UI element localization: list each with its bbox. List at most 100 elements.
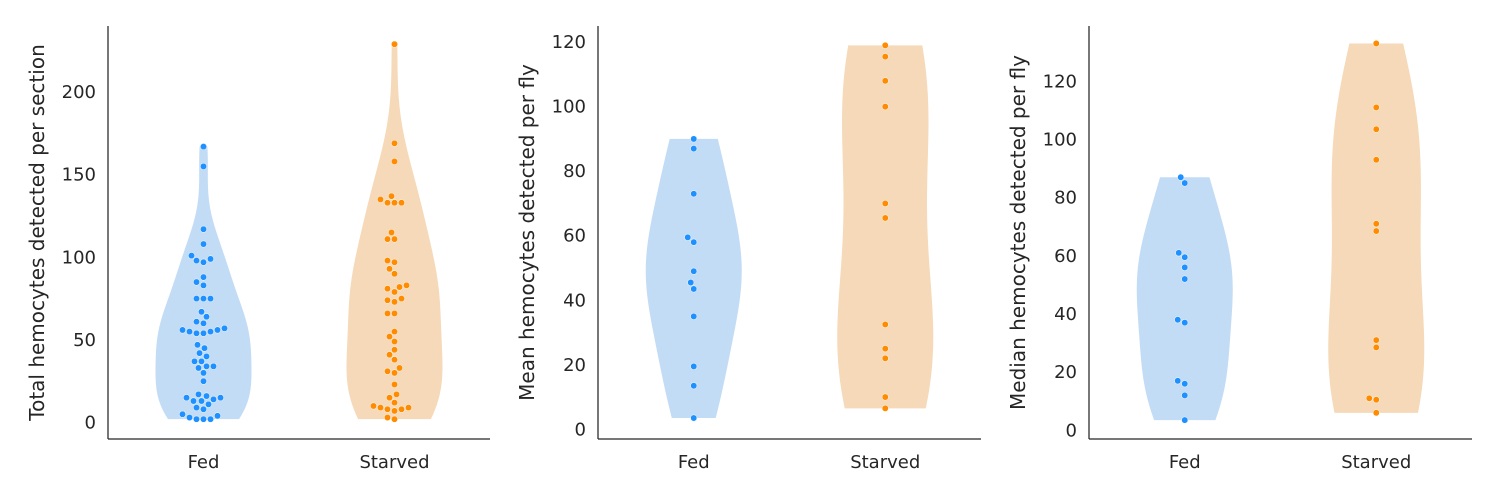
data-point-fed bbox=[690, 135, 698, 143]
y-tick-label: 120 bbox=[552, 32, 586, 53]
data-point-starved bbox=[881, 393, 889, 401]
data-point-fed bbox=[690, 382, 698, 390]
data-point-starved bbox=[386, 394, 393, 402]
data-point-starved bbox=[391, 199, 398, 207]
data-point-starved bbox=[881, 321, 889, 328]
x-tick-label-starved: Starved bbox=[359, 452, 429, 473]
data-point-starved bbox=[881, 354, 889, 362]
data-point-starved bbox=[391, 288, 398, 296]
data-point-starved bbox=[384, 285, 391, 293]
y-tick-label: 100 bbox=[62, 247, 96, 268]
data-point-fed bbox=[196, 349, 203, 357]
data-point-fed bbox=[221, 324, 228, 332]
y-tick-label: 200 bbox=[62, 82, 96, 103]
data-point-starved bbox=[384, 257, 391, 265]
data-point-starved bbox=[384, 296, 391, 304]
data-point-starved bbox=[1372, 343, 1380, 351]
data-point-fed bbox=[198, 357, 205, 365]
data-point-fed bbox=[200, 225, 207, 233]
data-point-starved bbox=[881, 103, 889, 111]
y-tick-label: 100 bbox=[1043, 129, 1077, 150]
data-point-fed bbox=[194, 341, 201, 349]
data-point-fed bbox=[690, 190, 698, 198]
data-point-starved bbox=[391, 139, 398, 147]
y-tick-label: 20 bbox=[1054, 362, 1077, 383]
data-point-fed bbox=[203, 352, 210, 360]
data-point-starved bbox=[384, 310, 391, 317]
data-point-fed bbox=[198, 308, 205, 316]
data-point-starved bbox=[398, 405, 405, 413]
data-point-fed bbox=[200, 143, 207, 151]
data-point-starved bbox=[391, 40, 398, 48]
data-point-starved bbox=[391, 235, 398, 243]
data-point-starved bbox=[386, 265, 393, 273]
data-point-starved bbox=[391, 158, 398, 165]
data-point-fed bbox=[207, 328, 214, 336]
data-point-fed bbox=[1181, 391, 1189, 399]
data-point-fed bbox=[179, 410, 186, 418]
data-point-starved bbox=[384, 405, 391, 413]
data-point-starved bbox=[386, 333, 393, 341]
data-point-fed bbox=[200, 329, 207, 337]
data-point-fed bbox=[200, 415, 207, 423]
data-point-starved bbox=[391, 381, 398, 388]
data-point-fed bbox=[201, 344, 208, 352]
data-point-starved bbox=[391, 369, 398, 377]
data-point-fed bbox=[200, 319, 207, 327]
data-point-fed bbox=[195, 364, 202, 372]
data-point-fed bbox=[210, 362, 217, 370]
x-tick-label-fed: Fed bbox=[1169, 452, 1201, 473]
data-point-starved bbox=[393, 390, 400, 398]
data-point-fed bbox=[684, 233, 692, 241]
data-point-starved bbox=[384, 235, 391, 243]
data-point-fed bbox=[1174, 316, 1182, 324]
data-point-starved bbox=[1372, 156, 1380, 164]
data-point-starved bbox=[1372, 40, 1380, 47]
data-point-starved bbox=[881, 214, 889, 222]
data-point-fed bbox=[214, 326, 221, 334]
data-point-starved bbox=[1372, 103, 1380, 111]
data-point-fed bbox=[1181, 275, 1189, 283]
violin-starved bbox=[837, 45, 934, 409]
data-point-starved bbox=[391, 346, 398, 354]
y-tick-label: 0 bbox=[575, 419, 586, 440]
data-point-fed bbox=[690, 285, 698, 293]
data-point-fed bbox=[200, 273, 207, 281]
data-point-fed bbox=[210, 395, 217, 403]
data-point-starved bbox=[391, 310, 398, 317]
y-tick-label: 40 bbox=[563, 290, 586, 311]
data-point-starved bbox=[384, 414, 391, 421]
data-point-fed bbox=[186, 414, 193, 421]
data-point-fed bbox=[179, 326, 186, 334]
y-tick-label: 150 bbox=[62, 165, 96, 186]
data-point-starved bbox=[377, 196, 384, 203]
data-point-starved bbox=[391, 356, 398, 364]
panel-3: 0 20 40 60 80 100 120 Fed Starved Median hemocyte… bbox=[1006, 26, 1472, 473]
data-point-starved bbox=[391, 407, 398, 415]
data-point-fed bbox=[200, 240, 207, 248]
data-point-fed bbox=[690, 145, 698, 153]
data-point-fed bbox=[188, 252, 195, 260]
y-axis-label: Mean hemocytes detected per fly bbox=[515, 64, 539, 401]
data-point-fed bbox=[1181, 253, 1189, 261]
x-tick-label-starved: Starved bbox=[850, 452, 920, 473]
data-point-starved bbox=[396, 283, 403, 291]
data-point-fed bbox=[205, 400, 212, 408]
data-point-starved bbox=[391, 399, 398, 407]
data-point-fed bbox=[193, 257, 200, 265]
data-point-fed bbox=[200, 377, 207, 385]
data-point-fed bbox=[1181, 263, 1189, 271]
data-point-fed bbox=[690, 414, 698, 422]
data-point-fed bbox=[207, 255, 214, 263]
data-point-fed bbox=[190, 397, 197, 405]
x-tick-label-fed: Fed bbox=[678, 452, 710, 473]
data-point-starved bbox=[1372, 396, 1380, 404]
data-point-starved bbox=[405, 404, 412, 412]
violin-fed bbox=[645, 138, 742, 419]
y-axis-label: Median hemocytes detected per fly bbox=[1006, 55, 1030, 410]
data-point-starved bbox=[403, 281, 410, 289]
data-point-fed bbox=[183, 394, 190, 402]
data-point-fed bbox=[200, 162, 207, 170]
y-axis-label: Total hemocytes detected per section bbox=[25, 44, 49, 421]
data-point-fed bbox=[191, 357, 198, 365]
